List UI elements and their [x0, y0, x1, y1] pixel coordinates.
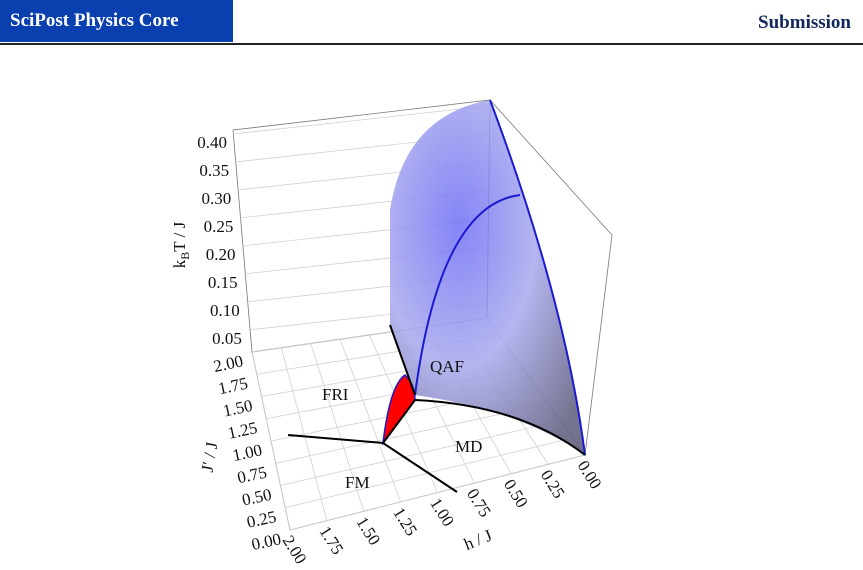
x-axis-label: h / J [461, 526, 495, 554]
submission-label: Submission [758, 12, 851, 33]
z-tick-label: 0.05 [212, 329, 242, 348]
surface [390, 100, 585, 455]
y-tick-label: 0.75 [236, 463, 269, 488]
z-tick-label: 0.10 [210, 301, 240, 320]
y-tick-label: 1.00 [231, 440, 264, 465]
surface-edge [489, 99, 586, 456]
y-tick-label: 1.75 [217, 374, 250, 399]
region-label: MD [455, 437, 482, 456]
y-axis-label: J′ / J [198, 440, 222, 473]
grid-line [310, 343, 365, 512]
x-tick-label: 0.00 [574, 457, 606, 492]
grid-line [251, 351, 291, 531]
x-tick-label: 2.00 [279, 532, 311, 567]
region-label: QAF [430, 357, 464, 376]
y-tick-label: 0.25 [245, 507, 278, 532]
region-label: FRI [322, 385, 349, 404]
x-tick-label: 1.75 [315, 523, 347, 558]
red-region [381, 374, 416, 446]
y-tick-label: 0.00 [250, 529, 283, 554]
z-tick-label: 0.35 [199, 161, 229, 180]
z-label-rest: T / J [170, 221, 189, 251]
grid-line [280, 347, 328, 521]
z-label-sub: B [178, 252, 192, 260]
z-tick-label: 0.25 [204, 217, 234, 236]
x-tick-label: 1.50 [352, 513, 384, 548]
x-tick-label: 0.25 [537, 466, 569, 501]
z-tick-label: 0.40 [197, 133, 227, 152]
surface-curve [414, 194, 521, 396]
z-tick-label: 0.20 [206, 245, 236, 264]
z-tick-label: 0.15 [208, 273, 238, 292]
y-tick-label: 1.25 [226, 418, 259, 443]
y-tick-label: 0.50 [240, 485, 273, 510]
x-tick-label: 0.75 [463, 485, 495, 520]
z-axis-label: kBT / J [170, 221, 192, 268]
z-label-main: k [170, 259, 189, 268]
header-rule [0, 43, 863, 45]
y-tick-label: 1.50 [221, 396, 254, 421]
x-tick-label: 0.50 [500, 476, 532, 511]
phase-boundaries [287, 324, 586, 493]
y-tick-label: 2.00 [212, 351, 245, 376]
x-tick-label: 1.00 [426, 495, 458, 530]
journal-name: SciPost Physics Core [0, 0, 233, 42]
grid-line [339, 339, 401, 503]
region-label: FM [345, 473, 370, 492]
grid-line [232, 105, 489, 135]
x-tick-label: 1.25 [389, 504, 421, 539]
z-tick-label: 0.30 [202, 189, 232, 208]
